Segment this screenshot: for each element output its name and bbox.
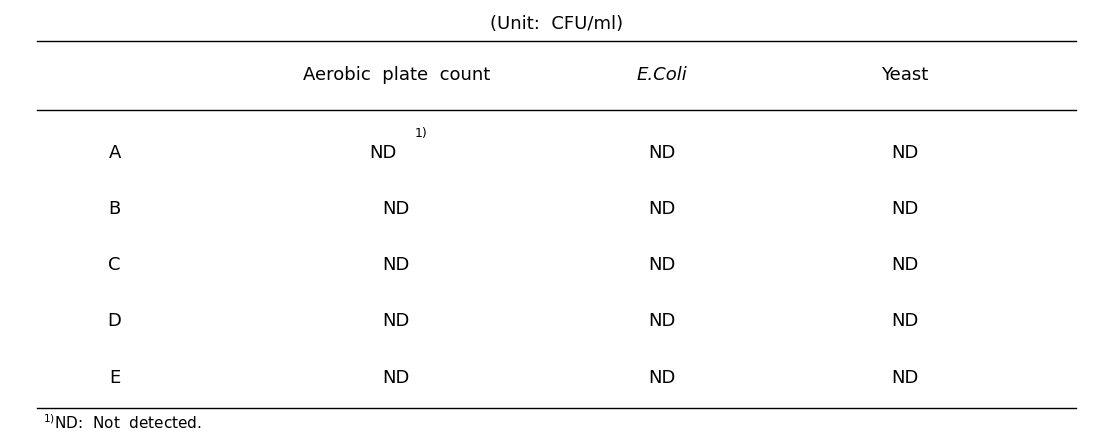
Text: ND: ND xyxy=(383,369,410,387)
Text: B: B xyxy=(108,200,120,218)
Text: ND: ND xyxy=(648,369,676,387)
Text: ND: ND xyxy=(890,257,918,274)
Text: (Unit:  CFU/ml): (Unit: CFU/ml) xyxy=(490,15,623,33)
Text: ND: ND xyxy=(383,200,410,218)
Text: ND: ND xyxy=(648,200,676,218)
Text: Aerobic  plate  count: Aerobic plate count xyxy=(303,66,490,84)
Text: ND: ND xyxy=(890,144,918,162)
Text: $^{1)}$ND:  Not  detected.: $^{1)}$ND: Not detected. xyxy=(42,414,201,432)
Text: ND: ND xyxy=(890,200,918,218)
Text: ND: ND xyxy=(370,144,396,162)
Text: E.Coli: E.Coli xyxy=(636,66,687,84)
Text: A: A xyxy=(108,144,121,162)
Text: E: E xyxy=(109,369,120,387)
Text: ND: ND xyxy=(890,312,918,330)
Text: ND: ND xyxy=(383,312,410,330)
Text: 1): 1) xyxy=(414,127,427,140)
Text: ND: ND xyxy=(648,257,676,274)
Text: ND: ND xyxy=(383,257,410,274)
Text: ND: ND xyxy=(648,144,676,162)
Text: ND: ND xyxy=(890,369,918,387)
Text: D: D xyxy=(108,312,121,330)
Text: ND: ND xyxy=(648,312,676,330)
Text: Yeast: Yeast xyxy=(880,66,928,84)
Text: C: C xyxy=(108,257,121,274)
